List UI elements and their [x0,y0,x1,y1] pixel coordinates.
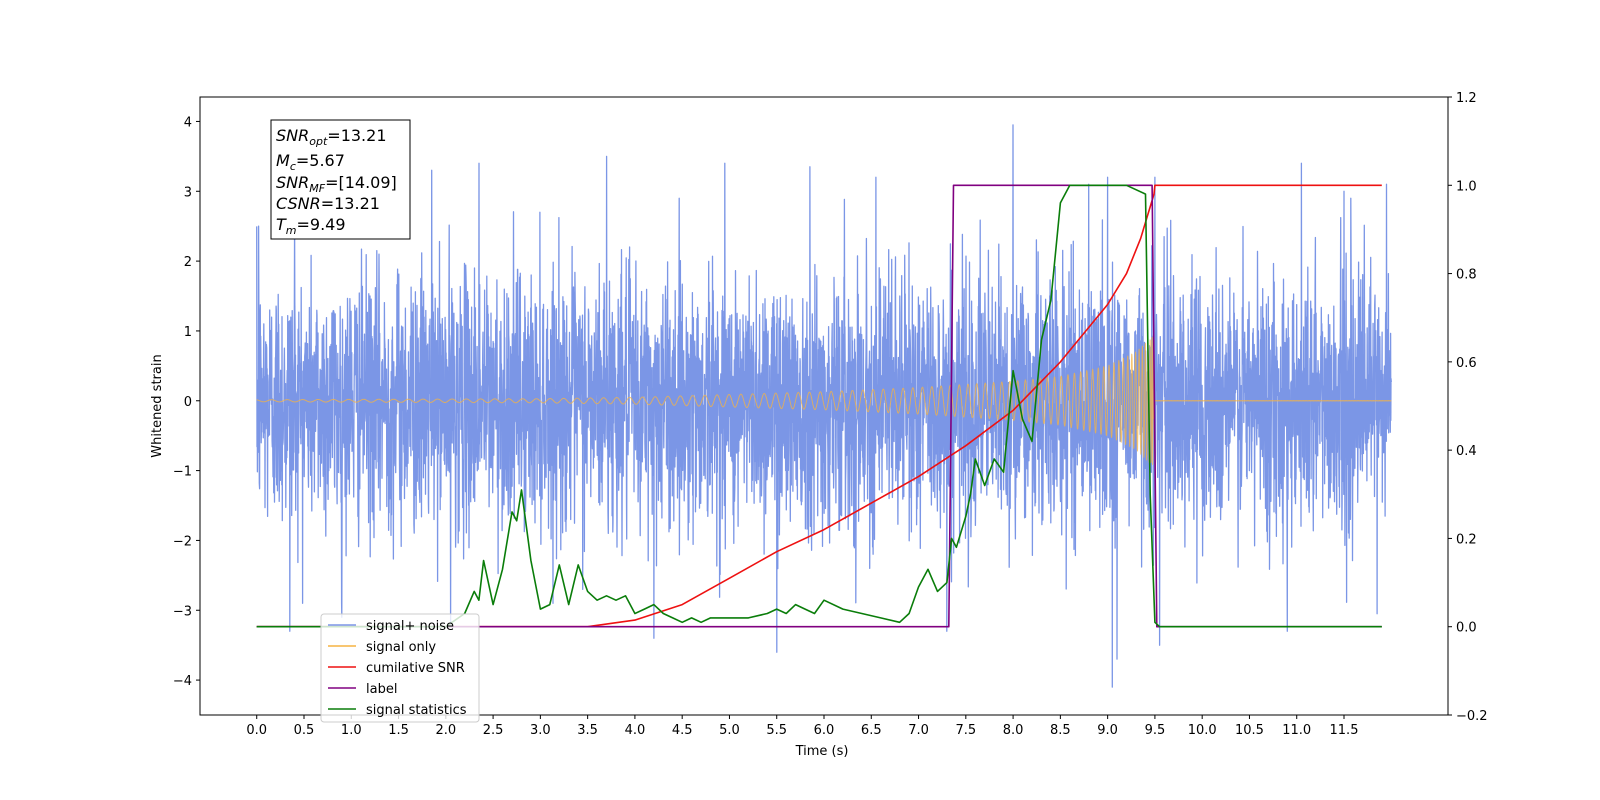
x-tick-label: 2.0 [435,723,456,738]
x-tick-label: 4.5 [672,723,693,738]
x-tick-label: 9.5 [1145,723,1166,738]
series-line-signal-statistics [256,184,1382,628]
y2-tick-label: 0.8 [1456,268,1477,283]
x-tick-label: 0.5 [294,723,315,738]
x-tick-label: 5.0 [719,723,740,738]
x-tick-label: 6.0 [814,723,835,738]
x-tick-label: 10.5 [1235,723,1264,738]
x-tick-label: 10.0 [1188,723,1217,738]
x-axis-ticks: 0.0 0.5 1.0 1.5 2.0 2.5 3.0 3.5 4.0 4.5 5.0 5.5 6.0 6… [246,715,1358,738]
legend-label-signal-noise: signal+ noise [366,619,454,634]
y-tick-label: −2 [173,534,192,549]
y2-tick-label: 0.6 [1456,356,1477,371]
series-line-signal-noise [256,124,1392,688]
y-tick-label: 0 [184,395,192,410]
y-tick-label: 1 [184,325,192,340]
legend-label-signal-only: signal only [366,640,436,655]
y2-tick-label: 0.4 [1456,444,1477,459]
y-axis-label: Whitened strain [150,354,165,457]
series-line-signal-only [256,334,1392,466]
x-tick-label: 4.0 [625,723,646,738]
info-box-frame [270,119,411,240]
x-tick-label: 5.5 [766,723,787,738]
x-tick-label: 11.0 [1282,723,1311,738]
y2-axis-ticks: −0.2 0.0 0.2 0.4 0.6 0.8 1.0 1.2 [1448,91,1488,724]
y2-tick-label: 0.0 [1456,621,1477,636]
x-tick-label: 1.5 [388,723,409,738]
y2-tick-label: 1.2 [1456,91,1477,106]
info-line-merger-time: Tm=9.49 [276,215,346,237]
x-tick-label: 2.5 [483,723,504,738]
x-tick-label: 0.0 [246,723,267,738]
info-line-snr-mf: SNRMF=[14.09] [276,173,397,195]
y-axis-ticks: −4 −3 −2 −1 0 1 2 3 4 [173,115,200,689]
x-tick-label: 7.5 [955,723,976,738]
y-tick-label: −3 [173,604,192,619]
y-tick-label: 3 [184,185,192,200]
x-tick-label: 11.5 [1330,723,1359,738]
y-tick-label: −4 [173,674,192,689]
legend-frame [320,613,480,723]
x-tick-label: 7.0 [908,723,929,738]
y2-tick-label: 1.0 [1456,179,1477,194]
y2-tick-label: −0.2 [1456,709,1488,724]
x-tick-label: 6.5 [861,723,882,738]
x-tick-label: 8.0 [1003,723,1024,738]
x-tick-label: 1.0 [341,723,362,738]
x-tick-label: 9.0 [1097,723,1118,738]
info-line-snr-opt: SNRopt=13.21 [276,126,387,148]
y-tick-label: 2 [184,255,192,270]
x-tick-label: 3.0 [530,723,551,738]
x-tick-label: 8.5 [1050,723,1071,738]
info-line-csnr: CSNR=13.21 [276,194,380,213]
y-tick-label: −1 [173,465,192,480]
x-axis-label: Time (s) [795,744,849,759]
legend-label-signal-statistics: signal statistics [366,703,467,718]
x-tick-label: 3.5 [577,723,598,738]
y-tick-label: 4 [184,115,192,130]
series-layer [256,124,1392,688]
series-line-cumilative-snr [256,184,1382,628]
legend: signal+ noise signal only cumilative SNR… [320,613,480,723]
snr-info-box: SNRopt=13.21 Mc=5.67 SNRMF=[14.09] CSNR=… [270,119,411,240]
legend-label-cumulative-snr: cumilative SNR [366,661,465,676]
y2-tick-label: 0.2 [1456,532,1477,547]
legend-label-label: label [366,682,397,697]
info-line-chirp-mass: Mc=5.67 [276,151,345,173]
